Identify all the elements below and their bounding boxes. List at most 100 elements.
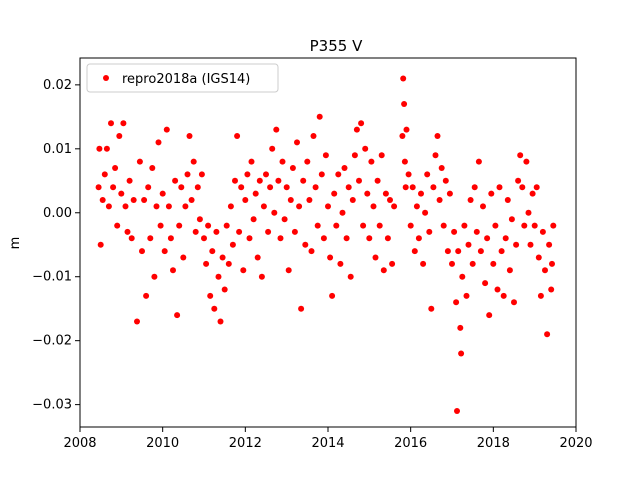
- data-point: [215, 273, 222, 280]
- data-point: [176, 222, 183, 229]
- data-point: [296, 203, 303, 210]
- data-point: [400, 75, 407, 82]
- data-point: [428, 305, 435, 312]
- data-point: [461, 222, 468, 229]
- data-point: [401, 158, 408, 165]
- data-point: [502, 235, 509, 242]
- data-point: [112, 165, 119, 171]
- data-point: [506, 267, 513, 274]
- data-point: [300, 177, 307, 184]
- data-point: [246, 235, 253, 242]
- data-point: [486, 312, 493, 319]
- data-point: [221, 286, 228, 293]
- data-point: [316, 113, 323, 120]
- data-point: [232, 177, 238, 184]
- data-point: [155, 139, 162, 146]
- data-point: [167, 235, 174, 242]
- data-point: [467, 197, 474, 203]
- data-point: [549, 260, 555, 267]
- data-point: [422, 209, 429, 216]
- data-point: [430, 184, 437, 191]
- data-point: [182, 203, 189, 210]
- data-point: [449, 260, 455, 267]
- data-point: [374, 177, 381, 184]
- data-point: [159, 190, 166, 197]
- data-point: [186, 133, 193, 139]
- legend-marker: [103, 75, 109, 81]
- data-point: [130, 197, 137, 203]
- data-point: [320, 235, 327, 242]
- data-point: [391, 203, 398, 210]
- data-point: [358, 120, 365, 127]
- data-point: [420, 260, 427, 267]
- data-point: [304, 158, 311, 165]
- data-point: [279, 158, 286, 165]
- data-point: [337, 260, 344, 267]
- data-point: [537, 292, 544, 299]
- data-point: [362, 145, 369, 152]
- data-point: [475, 158, 482, 165]
- data-point: [436, 197, 443, 203]
- data-point: [201, 235, 207, 242]
- data-point: [229, 241, 236, 248]
- data-point: [434, 133, 441, 139]
- data-point: [451, 228, 458, 235]
- data-point: [124, 228, 131, 235]
- data-point: [370, 203, 377, 210]
- data-point: [198, 171, 205, 178]
- data-point: [550, 222, 557, 229]
- data-point: [248, 158, 255, 165]
- data-point: [504, 197, 511, 203]
- data-point: [498, 248, 505, 255]
- data-point: [403, 126, 410, 133]
- data-point: [184, 171, 191, 178]
- data-point: [306, 197, 313, 203]
- data-point: [372, 254, 379, 261]
- data-point: [525, 209, 532, 216]
- data-point: [126, 177, 133, 184]
- data-point: [203, 260, 210, 267]
- data-point: [277, 235, 284, 242]
- data-point: [513, 241, 520, 248]
- data-point: [335, 171, 342, 178]
- data-point: [345, 184, 352, 191]
- data-point: [438, 165, 445, 171]
- data-point: [455, 248, 462, 255]
- data-point: [294, 139, 300, 146]
- data-point: [399, 133, 406, 139]
- data-point: [376, 222, 383, 229]
- data-point: [196, 216, 203, 223]
- data-point: [223, 222, 230, 229]
- data-point: [118, 190, 125, 197]
- data-point: [267, 184, 274, 191]
- data-point: [256, 177, 263, 184]
- data-point: [415, 235, 422, 242]
- data-point: [157, 222, 164, 229]
- data-point: [339, 209, 346, 216]
- data-point: [95, 184, 102, 191]
- data-point: [258, 273, 265, 280]
- y-axis-label: m: [8, 237, 23, 250]
- data-point: [250, 216, 257, 223]
- data-point: [389, 260, 396, 267]
- data-point: [402, 184, 409, 191]
- data-point: [490, 260, 497, 267]
- data-point: [287, 197, 294, 203]
- data-point: [384, 235, 391, 242]
- data-point: [544, 331, 551, 338]
- y-tick-label: −0.03: [32, 398, 72, 413]
- data-point: [469, 260, 476, 267]
- data-point: [207, 292, 214, 299]
- data-point: [217, 318, 224, 325]
- x-tick-label: 2012: [229, 436, 262, 451]
- data-point: [477, 248, 484, 255]
- data-point: [356, 177, 362, 184]
- data-point: [105, 203, 112, 210]
- data-point: [209, 248, 216, 255]
- x-tick-label: 2018: [477, 436, 510, 451]
- data-point: [271, 209, 278, 216]
- data-point: [535, 254, 542, 261]
- legend: repro2018a (IGS14): [86, 63, 279, 93]
- data-point: [163, 126, 170, 133]
